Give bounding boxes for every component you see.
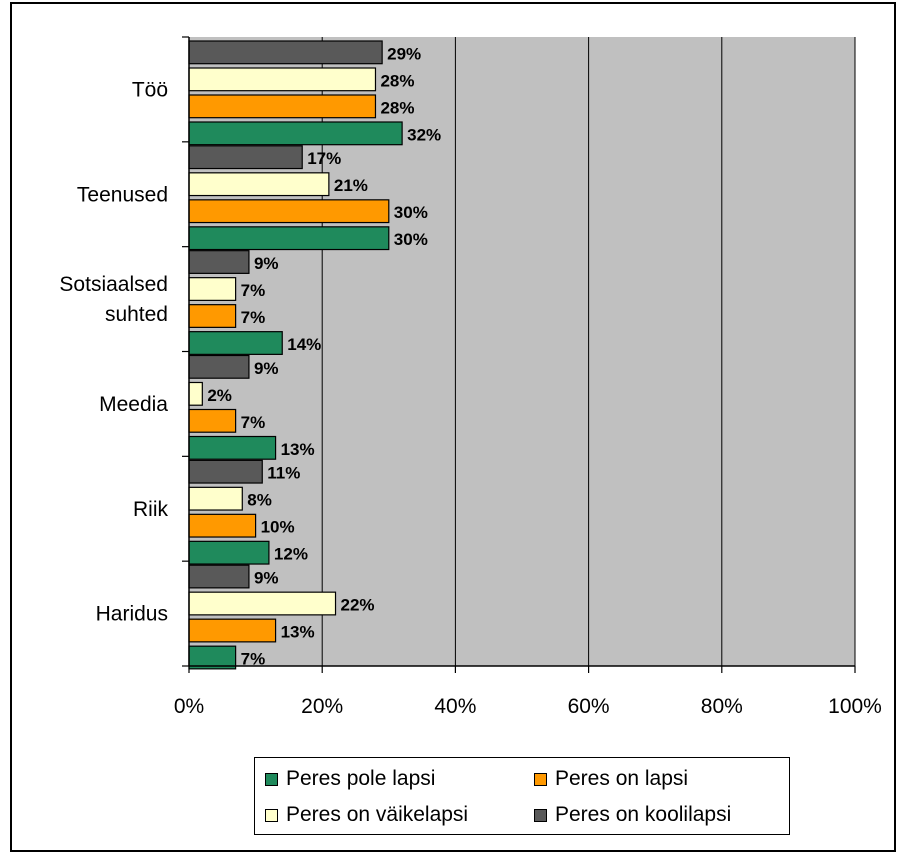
- bar: [188, 459, 263, 484]
- data-label: 9%: [254, 569, 279, 588]
- data-label: 32%: [407, 125, 441, 144]
- data-label: 13%: [281, 440, 315, 459]
- bar: [188, 121, 403, 146]
- bar: [188, 381, 203, 406]
- legend-swatch: [534, 808, 547, 822]
- legend-swatch: [265, 772, 278, 786]
- bar: [188, 250, 250, 274]
- category-label: Sotsiaalsed: [59, 273, 168, 296]
- bar: [188, 226, 390, 251]
- legend-label: Peres on väikelapsi: [286, 803, 469, 826]
- bar: [188, 486, 243, 511]
- data-label: 13%: [281, 623, 315, 642]
- data-label: 22%: [341, 596, 375, 615]
- x-tick-label: 0%: [174, 695, 204, 718]
- data-label: 7%: [241, 650, 266, 669]
- bar: [188, 145, 303, 170]
- legend-item-peres-on-koolilapsi: Peres on koolilapsi: [534, 800, 731, 830]
- data-label: 21%: [334, 176, 368, 195]
- data-label: 17%: [307, 149, 341, 168]
- data-label: 12%: [274, 545, 308, 564]
- bar: [188, 331, 283, 355]
- legend-label: Peres on koolilapsi: [555, 803, 732, 826]
- bar: [188, 591, 337, 616]
- bar: [188, 354, 250, 379]
- data-label: 28%: [380, 98, 414, 117]
- x-tick-label: 100%: [828, 695, 882, 718]
- category-label: Teenused: [77, 183, 168, 206]
- bar: [188, 564, 250, 589]
- data-label: 2%: [207, 386, 232, 405]
- bar: [188, 408, 237, 433]
- data-label: 7%: [241, 281, 266, 300]
- bar: [188, 618, 277, 643]
- legend-item-peres-on-vaikelapsi: Peres on väikelapsi: [265, 800, 468, 830]
- legend-label: Peres on lapsi: [555, 767, 689, 790]
- legend: Peres pole lapsi Peres on lapsi Peres on…: [254, 757, 790, 835]
- data-label: 10%: [261, 518, 295, 537]
- category-label: Haridus: [96, 603, 168, 626]
- bar: [188, 513, 257, 538]
- legend-swatch: [534, 772, 547, 786]
- legend-item-peres-pole-lapsi: Peres pole lapsi: [265, 764, 435, 794]
- bar: [188, 277, 237, 301]
- bar: [188, 540, 270, 565]
- category-label: Riik: [133, 498, 168, 521]
- data-label: 7%: [241, 308, 266, 327]
- data-label: 28%: [380, 71, 414, 90]
- bar: [188, 435, 277, 460]
- data-label: 11%: [267, 464, 300, 483]
- data-label: 8%: [247, 491, 272, 510]
- bar: [188, 40, 383, 65]
- x-tick-label: 80%: [701, 695, 743, 718]
- bar: [188, 94, 377, 119]
- x-tick-label: 60%: [568, 695, 610, 718]
- bar: [188, 304, 237, 328]
- x-tick-label: 20%: [301, 695, 343, 718]
- data-label: 7%: [241, 413, 266, 432]
- data-label: 9%: [254, 254, 279, 273]
- bar: [188, 67, 377, 92]
- category-label: Meedia: [99, 393, 168, 416]
- legend-label: Peres pole lapsi: [286, 767, 436, 790]
- legend-swatch: [265, 808, 278, 822]
- bar: [188, 199, 390, 224]
- category-label: suhted: [105, 303, 168, 326]
- data-label: 29%: [387, 44, 421, 63]
- data-label: 30%: [394, 230, 428, 249]
- data-label: 9%: [254, 359, 279, 378]
- x-tick-label: 40%: [434, 695, 476, 718]
- legend-item-peres-on-lapsi: Peres on lapsi: [534, 764, 688, 794]
- data-label: 30%: [394, 203, 428, 222]
- data-label: 14%: [287, 335, 321, 354]
- category-label: Töö: [132, 78, 168, 101]
- bar: [188, 172, 330, 197]
